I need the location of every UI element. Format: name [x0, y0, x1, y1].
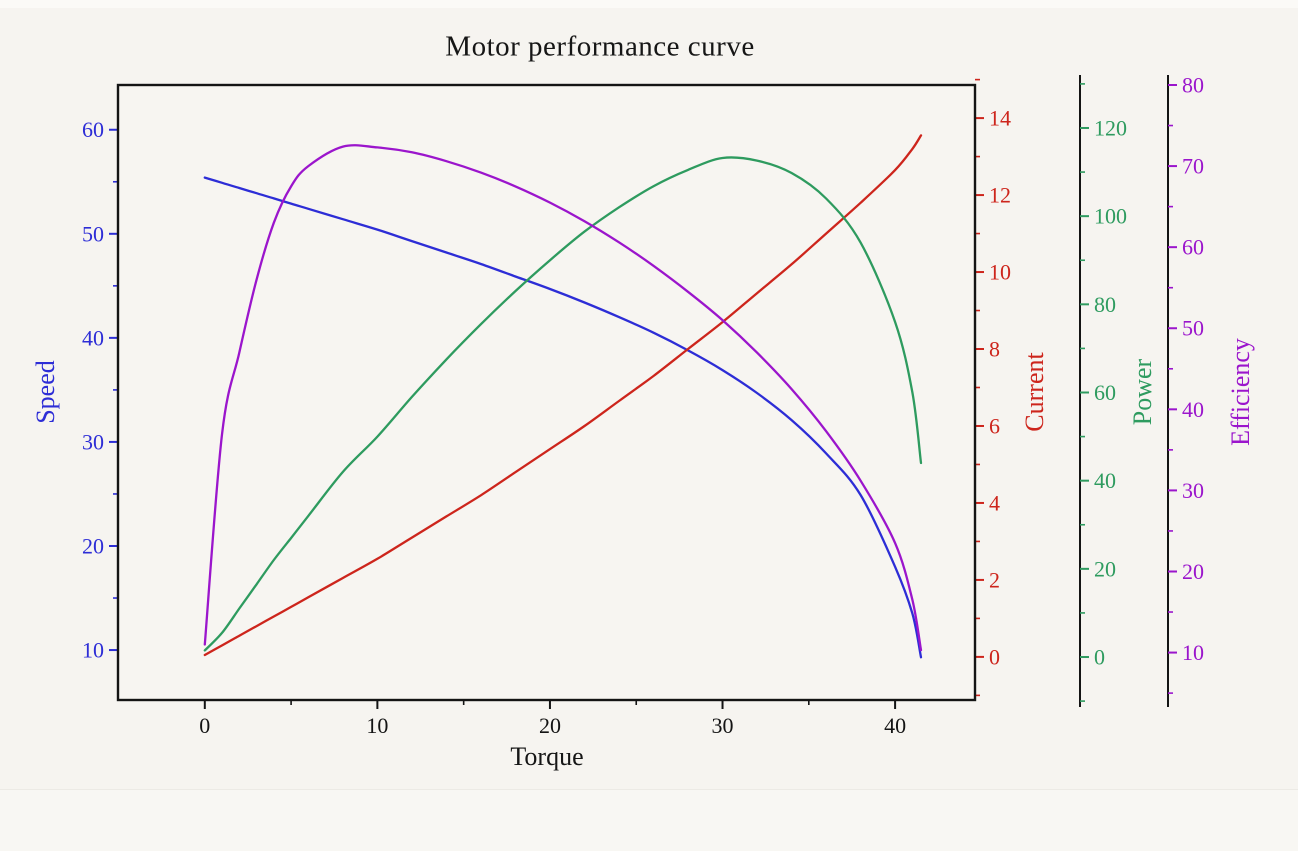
svg-text:80: 80 — [1182, 73, 1204, 98]
svg-text:30: 30 — [82, 429, 104, 454]
y-axis-title-efficiency: Efficiency — [1226, 338, 1255, 446]
y-axis-title-speed: Speed — [31, 360, 60, 424]
x-axis-title: Torque — [510, 742, 584, 771]
axis-speed: 10 20 30 40 50 60 — [82, 117, 118, 663]
svg-text:0: 0 — [1094, 645, 1105, 670]
svg-text:50: 50 — [82, 221, 104, 246]
svg-text:0: 0 — [989, 644, 1000, 669]
svg-text:30: 30 — [712, 713, 734, 738]
svg-text:10: 10 — [82, 638, 104, 663]
svg-text:10: 10 — [366, 713, 388, 738]
svg-text:30: 30 — [1182, 478, 1204, 503]
y-axis-title-power: Power — [1128, 358, 1157, 426]
axis-current: 0 2 4 6 8 10 12 14 — [975, 78, 1011, 697]
plot-area — [118, 85, 975, 700]
curve-current — [203, 134, 923, 657]
svg-text:40: 40 — [1182, 397, 1204, 422]
axis-power: 0 20 40 60 80 100 120 — [1079, 75, 1127, 707]
svg-text:40: 40 — [1094, 468, 1116, 493]
page-top-margin — [0, 0, 1298, 8]
svg-text:10: 10 — [1182, 640, 1204, 665]
svg-text:80: 80 — [1094, 292, 1116, 317]
curve-efficiency — [203, 144, 923, 652]
svg-text:2: 2 — [989, 567, 1000, 592]
svg-text:8: 8 — [989, 337, 1000, 362]
axis-efficiency: 10 20 30 40 50 60 70 80 — [1167, 73, 1204, 707]
svg-text:20: 20 — [539, 713, 561, 738]
svg-text:120: 120 — [1094, 115, 1127, 140]
svg-text:20: 20 — [82, 533, 104, 558]
plot-border — [116, 83, 977, 702]
y-axis-title-current: Current — [1020, 352, 1049, 432]
svg-text:70: 70 — [1182, 154, 1204, 179]
svg-text:60: 60 — [1094, 380, 1116, 405]
page-bottom-margin — [0, 789, 1298, 851]
svg-text:14: 14 — [989, 106, 1011, 131]
svg-text:10: 10 — [989, 260, 1011, 285]
curve-speed — [203, 176, 923, 659]
svg-text:50: 50 — [1182, 316, 1204, 341]
svg-text:4: 4 — [989, 490, 1000, 515]
svg-text:60: 60 — [82, 117, 104, 142]
svg-text:12: 12 — [989, 183, 1011, 208]
chart-title: Motor performance curve — [445, 30, 755, 63]
svg-text:20: 20 — [1094, 556, 1116, 581]
svg-text:0: 0 — [199, 713, 210, 738]
svg-text:100: 100 — [1094, 204, 1127, 229]
svg-text:60: 60 — [1182, 235, 1204, 260]
x-axis: 0 10 20 30 40 — [199, 700, 906, 738]
svg-text:6: 6 — [989, 413, 1000, 438]
svg-text:40: 40 — [82, 325, 104, 350]
curve-power — [203, 156, 923, 652]
svg-text:20: 20 — [1182, 559, 1204, 584]
svg-text:40: 40 — [884, 713, 906, 738]
